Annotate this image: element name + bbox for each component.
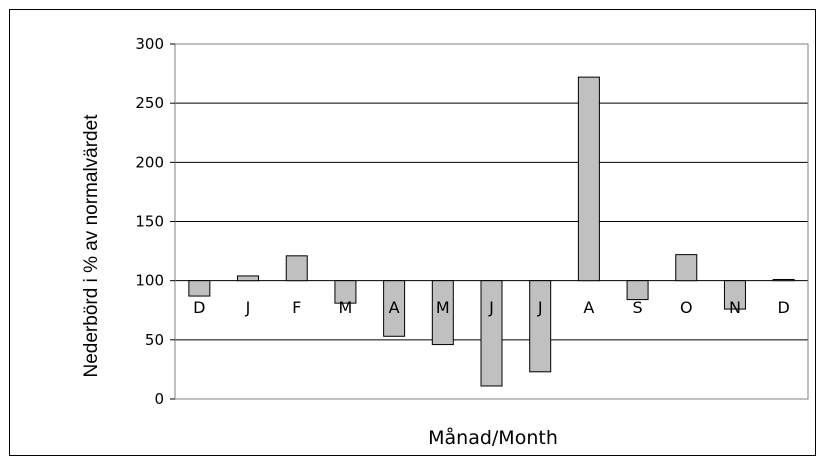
- y-axis-title: Nederbörd i % av normalvärdet: [81, 114, 102, 378]
- x-category-label: D: [193, 298, 205, 317]
- x-category-label: N: [729, 298, 741, 317]
- x-category-label: S: [632, 298, 642, 317]
- y-tick-label: 250: [135, 94, 164, 112]
- y-axis: 0 50 100 150 200 250 300: [135, 35, 175, 408]
- x-category-label: A: [583, 298, 594, 317]
- y-tick-label: 0: [154, 390, 164, 408]
- y-tick-label: 100: [135, 272, 164, 290]
- bar-11: [675, 254, 698, 282]
- bar-2: [237, 275, 260, 282]
- x-category-label: D: [777, 298, 789, 317]
- bar-12: [723, 280, 746, 310]
- x-category-label: A: [389, 298, 400, 317]
- x-category-label: M: [436, 298, 450, 317]
- bars: [188, 76, 795, 387]
- x-category-label: J: [488, 298, 494, 317]
- bar-9: [577, 76, 600, 282]
- bar-4: [334, 280, 357, 304]
- bar-8: [529, 280, 552, 373]
- bar-13: [772, 278, 795, 282]
- bar-5: [383, 280, 406, 337]
- x-category-label: O: [680, 298, 693, 317]
- bar-7: [480, 280, 503, 387]
- bar-10: [626, 280, 649, 301]
- y-tick-label: 200: [135, 153, 164, 171]
- bar-3: [285, 255, 308, 282]
- chart-frame: [9, 9, 816, 456]
- x-category-label: F: [292, 298, 301, 317]
- y-tick-label: 300: [135, 35, 164, 53]
- x-category-label: M: [339, 298, 353, 317]
- x-category-label: J: [537, 298, 543, 317]
- bar-6: [431, 280, 454, 346]
- x-category-label: J: [245, 298, 251, 317]
- y-tick-label: 150: [135, 213, 164, 231]
- y-tick-label: 50: [145, 331, 164, 349]
- x-axis-title: Månad/Month: [428, 426, 558, 449]
- bar-1: [188, 280, 211, 297]
